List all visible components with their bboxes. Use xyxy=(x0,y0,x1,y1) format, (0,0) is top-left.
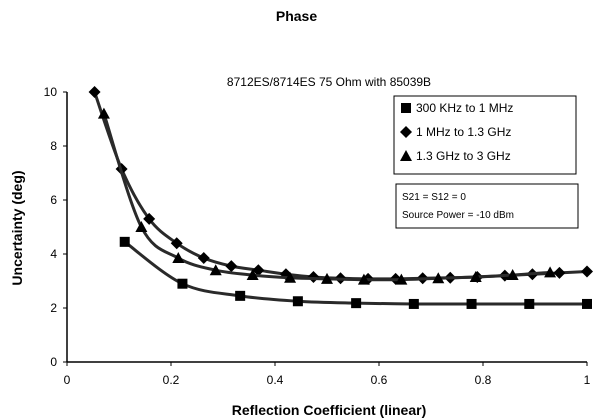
data-point xyxy=(408,298,419,309)
data-point xyxy=(170,237,183,250)
conditions-box xyxy=(395,183,579,229)
data-point xyxy=(321,272,333,284)
data-point xyxy=(197,252,210,265)
y-tick-label: 6 xyxy=(50,193,57,207)
y-tick-label: 10 xyxy=(44,85,58,99)
y-tick-label: 4 xyxy=(50,247,57,261)
x-tick-label: 0 xyxy=(64,373,71,387)
data-point xyxy=(581,265,593,278)
series-line xyxy=(123,240,587,306)
data-point xyxy=(553,266,566,279)
data-point xyxy=(284,271,297,283)
data-point xyxy=(506,269,519,281)
legend-label: 300 KHz to 1 MHz xyxy=(416,101,513,115)
y-tick-label: 2 xyxy=(50,301,57,315)
data-point xyxy=(225,260,238,273)
series-layer xyxy=(88,86,593,309)
x-tick-label: 0.6 xyxy=(371,373,388,387)
conditions-line-1: S21 = S12 = 0 xyxy=(402,192,466,203)
series-triangle xyxy=(97,107,557,285)
data-point xyxy=(544,266,557,278)
data-point xyxy=(143,212,156,225)
x-axis-label: Reflection Coefficient (linear) xyxy=(232,402,426,418)
y-tick-label: 0 xyxy=(50,355,57,369)
y-axis-ticks: 0 2 4 6 8 10 xyxy=(44,85,67,369)
series-square xyxy=(119,236,592,309)
data-point xyxy=(209,264,222,276)
legend-label: 1.3 GHz to 3 GHz xyxy=(416,149,511,163)
x-tick-label: 0.8 xyxy=(475,373,492,387)
chart-title: 8712ES/8714ES 75 Ohm with 85039B xyxy=(227,75,431,89)
data-point xyxy=(582,298,592,309)
legend-marker-diamond xyxy=(400,126,412,138)
data-point xyxy=(246,269,259,281)
data-point xyxy=(119,236,130,247)
y-tick-label: 8 xyxy=(50,139,57,153)
data-point xyxy=(97,107,110,119)
x-tick-label: 1 xyxy=(584,373,591,387)
data-point xyxy=(292,296,303,307)
data-point xyxy=(432,272,445,284)
data-point xyxy=(172,252,185,264)
x-axis-ticks: 0 0.2 0.4 0.6 0.8 1 xyxy=(64,362,591,387)
data-point xyxy=(252,264,265,277)
data-point xyxy=(177,278,188,289)
x-tick-label: 0.4 xyxy=(267,373,284,387)
legend-marker-square xyxy=(401,103,411,113)
data-point xyxy=(357,273,370,285)
y-axis-label: Uncertainty (deg) xyxy=(9,170,25,285)
conditions-note: S21 = S12 = 0 Source Power = -10 dBm xyxy=(395,183,579,229)
data-point xyxy=(135,221,148,232)
legend-label: 1 MHz to 1.3 GHz xyxy=(416,125,511,139)
legend-items: 300 KHz to 1 MHz 1 MHz to 1.3 GHz 1.3 GHz … xyxy=(400,101,513,163)
data-point xyxy=(351,298,362,309)
legend: 300 KHz to 1 MHz 1 MHz to 1.3 GHz 1.3 GHz … xyxy=(393,95,577,175)
data-point xyxy=(524,298,535,309)
plot-axes xyxy=(66,92,587,363)
data-point xyxy=(395,273,408,285)
legend-marker-triangle xyxy=(400,150,412,161)
data-point xyxy=(235,290,246,301)
legend-box xyxy=(393,95,577,175)
data-point xyxy=(469,270,482,282)
data-point xyxy=(88,86,101,98)
data-point xyxy=(466,298,477,309)
page-title: Phase xyxy=(275,8,318,24)
conditions-line-2: Source Power = -10 dBm xyxy=(402,210,514,221)
x-tick-label: 0.2 xyxy=(163,373,180,387)
